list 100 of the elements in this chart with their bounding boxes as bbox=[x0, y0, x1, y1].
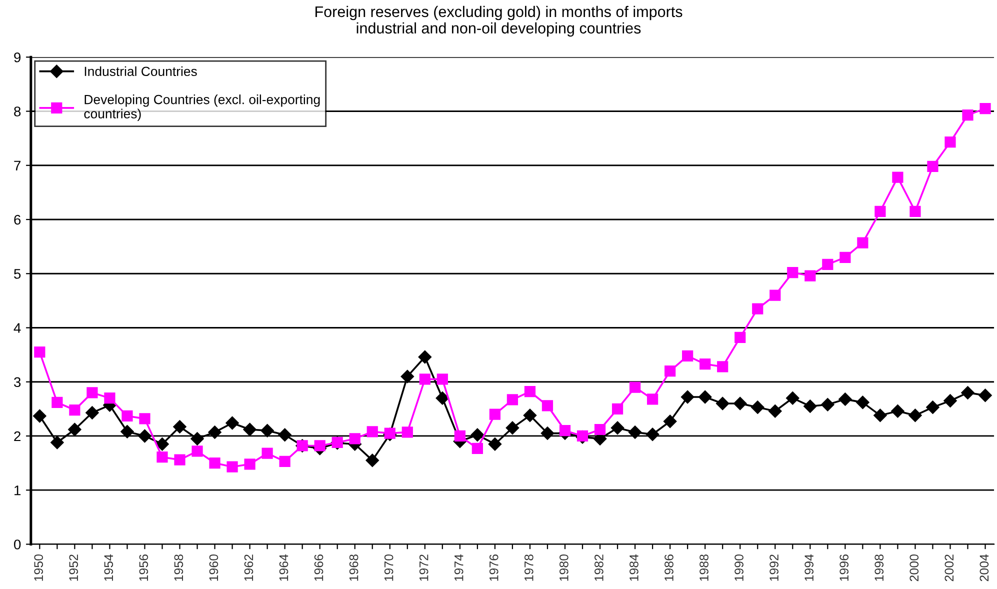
point bbox=[559, 425, 571, 436]
point bbox=[856, 396, 870, 410]
point bbox=[454, 430, 466, 442]
x-tick-label: 1958 bbox=[174, 554, 184, 581]
point bbox=[734, 396, 747, 410]
point bbox=[822, 258, 834, 270]
point bbox=[86, 387, 98, 398]
point bbox=[594, 424, 606, 436]
point bbox=[734, 332, 746, 344]
y-tick-label: 9 bbox=[14, 52, 21, 62]
point bbox=[908, 408, 922, 422]
legend-label: Developing Countries (excl. oil-exporting countries) bbox=[84, 94, 320, 122]
x-tick-label: 1960 bbox=[209, 554, 218, 581]
point bbox=[629, 382, 641, 393]
x-tick-label: 2004 bbox=[980, 554, 989, 582]
x-tick-label: 1994 bbox=[804, 554, 814, 581]
point bbox=[174, 454, 186, 466]
point bbox=[68, 422, 82, 436]
point bbox=[52, 396, 63, 408]
point bbox=[122, 410, 133, 422]
point bbox=[980, 102, 991, 114]
point bbox=[628, 426, 642, 439]
point bbox=[717, 361, 728, 372]
point bbox=[646, 428, 660, 441]
chart-title: Foreign reserves (excluding gold) in months of imports industrial and non-oil developing countries bbox=[316, 6, 682, 37]
point bbox=[892, 172, 904, 183]
point bbox=[156, 452, 168, 463]
x-tick-label: 1968 bbox=[349, 554, 358, 581]
x-tick-label: 2000 bbox=[910, 554, 919, 582]
point bbox=[786, 392, 800, 405]
point bbox=[663, 414, 677, 428]
point bbox=[226, 416, 239, 430]
point bbox=[523, 408, 537, 422]
point bbox=[50, 436, 64, 450]
point bbox=[540, 426, 554, 440]
point bbox=[243, 422, 256, 436]
point bbox=[402, 426, 413, 438]
point bbox=[910, 206, 921, 217]
point bbox=[542, 400, 554, 412]
point bbox=[400, 370, 414, 384]
point bbox=[716, 396, 730, 410]
point bbox=[192, 446, 203, 457]
point bbox=[33, 409, 46, 423]
point bbox=[961, 386, 974, 400]
point bbox=[524, 386, 536, 398]
point bbox=[488, 438, 502, 451]
y-tick-label: 2 bbox=[14, 431, 20, 442]
point bbox=[682, 350, 694, 362]
point bbox=[279, 456, 290, 467]
point bbox=[612, 403, 624, 414]
x-tick-label: 1980 bbox=[559, 554, 568, 581]
point bbox=[506, 394, 518, 406]
point bbox=[349, 433, 360, 444]
point bbox=[69, 404, 80, 416]
point bbox=[978, 388, 992, 402]
point bbox=[156, 438, 169, 451]
point bbox=[804, 400, 817, 413]
x-tick-label: 1962 bbox=[244, 554, 254, 581]
y-tick-label: 1 bbox=[14, 486, 21, 496]
point bbox=[962, 109, 974, 121]
point bbox=[366, 426, 378, 438]
point bbox=[489, 408, 501, 420]
x-tick-label: 1950 bbox=[34, 554, 44, 581]
x-tick-label: 1978 bbox=[524, 554, 534, 581]
point bbox=[190, 432, 204, 446]
y-tick-label: 3 bbox=[14, 377, 21, 388]
point bbox=[278, 428, 292, 442]
x-tick-label: 1982 bbox=[594, 554, 604, 581]
point bbox=[314, 440, 326, 452]
point bbox=[419, 374, 430, 385]
point bbox=[927, 160, 938, 172]
point bbox=[787, 266, 798, 278]
point bbox=[821, 398, 834, 412]
point bbox=[680, 390, 694, 404]
y-tick-label: 4 bbox=[14, 323, 21, 333]
point bbox=[840, 252, 851, 263]
point bbox=[226, 461, 238, 472]
point bbox=[470, 428, 484, 442]
x-tick-label: 1952 bbox=[69, 554, 78, 581]
x-tick-label: 2002 bbox=[944, 554, 954, 582]
point bbox=[891, 404, 904, 418]
point bbox=[173, 420, 186, 434]
x-tick-label: 1998 bbox=[874, 554, 884, 581]
point bbox=[838, 392, 852, 406]
x-tick-label: 1986 bbox=[664, 554, 674, 581]
point bbox=[436, 392, 449, 405]
point bbox=[138, 429, 152, 443]
x-tick-label: 1976 bbox=[489, 554, 498, 581]
x-tick-label: 1992 bbox=[770, 554, 778, 581]
point bbox=[34, 346, 46, 358]
point bbox=[120, 425, 134, 438]
x-tick-label: 1996 bbox=[840, 554, 849, 581]
point bbox=[944, 136, 956, 148]
point bbox=[610, 421, 624, 434]
point bbox=[926, 400, 940, 414]
point bbox=[857, 237, 868, 248]
point bbox=[664, 365, 676, 377]
y-tick-label: 5 bbox=[14, 269, 21, 279]
x-tick-label: 1984 bbox=[630, 554, 638, 581]
x-tick-label: 1970 bbox=[384, 554, 394, 581]
